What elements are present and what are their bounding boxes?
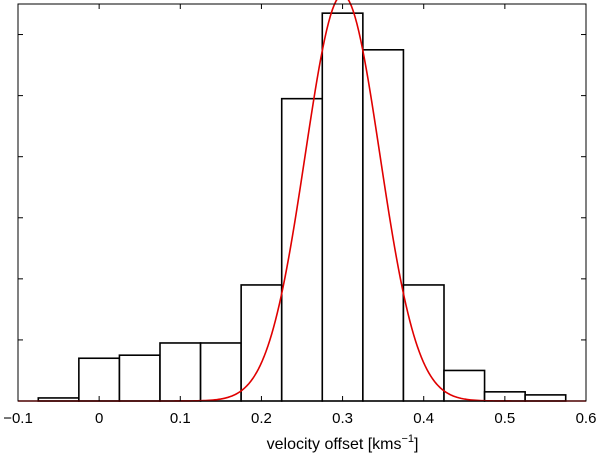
- x-tick-label: −0.1: [3, 410, 33, 427]
- histogram-bar: [240, 284, 283, 402]
- x-tick-label: 0.4: [413, 410, 434, 427]
- x-tick-label: 0.2: [251, 410, 272, 427]
- histogram-bar: [524, 394, 567, 402]
- x-tick-label: 0.1: [170, 410, 191, 427]
- x-axis-label-close: ]: [414, 436, 418, 453]
- axis-ticks: [17, 4, 587, 401]
- x-axis-label: velocity offset [kms−1]: [267, 433, 419, 453]
- histogram-bar: [402, 284, 445, 402]
- x-tick-label: 0: [95, 410, 103, 427]
- histogram-bar: [280, 97, 324, 402]
- histogram-bar: [443, 369, 486, 402]
- histogram-bar: [78, 357, 121, 402]
- histogram-bars: [37, 12, 567, 402]
- x-tick-label: 0.6: [576, 410, 597, 427]
- x-axis-label-unit-exponent: −1: [402, 433, 415, 445]
- histogram-bar: [362, 49, 405, 402]
- histogram-bar: [159, 342, 202, 402]
- histogram-bar: [199, 342, 242, 402]
- histogram-bar: [321, 12, 364, 402]
- plot-frame: [17, 3, 587, 402]
- x-tick-label: 0.5: [494, 410, 515, 427]
- histogram-bar: [118, 354, 161, 402]
- x-tick-labels: −0.1 0 0.1 0.2 0.3 0.4 0.5 0.6: [3, 410, 596, 427]
- x-axis-label-main: velocity offset [kms: [267, 436, 402, 453]
- x-tick-label: 0.3: [332, 410, 353, 427]
